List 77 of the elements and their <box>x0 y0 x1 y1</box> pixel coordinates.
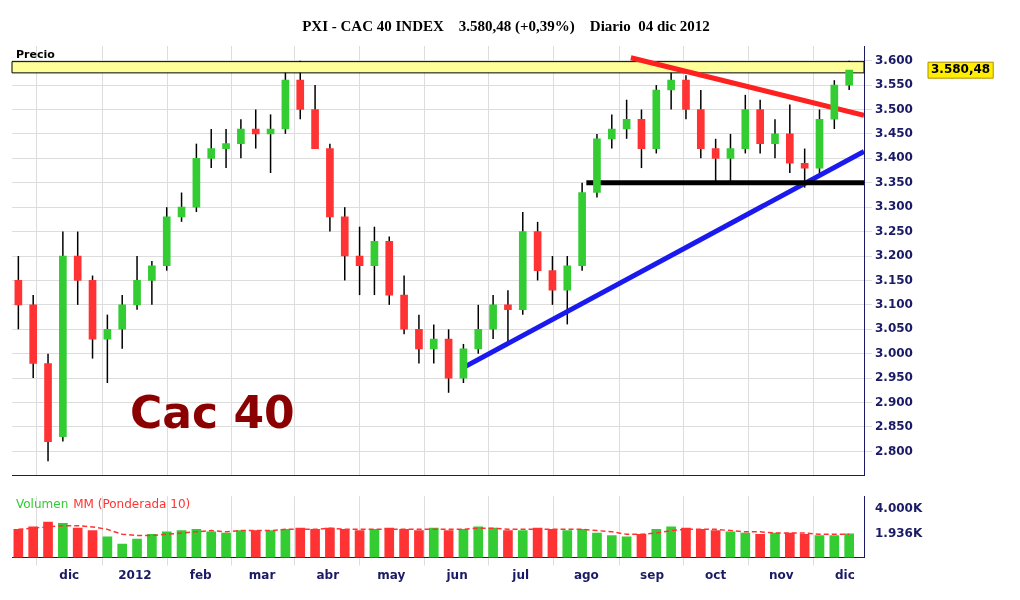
y-tick-label: 3.000 <box>875 345 913 360</box>
bar <box>87 530 98 558</box>
bar <box>221 532 231 558</box>
candlestick <box>548 255 557 306</box>
y-tick-label: 3.550 <box>875 77 913 92</box>
x-tick-label: sep <box>640 567 665 582</box>
x-tick-label: feb <box>189 567 213 582</box>
candlestick <box>251 108 260 150</box>
bar <box>488 527 498 558</box>
y-tick-label: 3.450 <box>875 126 913 141</box>
bar <box>265 530 276 558</box>
y-tick-label: 3.500 <box>875 101 913 116</box>
x-tick-label: nov <box>769 567 794 582</box>
bar <box>829 535 840 558</box>
x-tick-label: 2012 <box>118 567 152 582</box>
x-tick-label: oct <box>705 567 727 582</box>
candlestick <box>429 323 438 365</box>
x-tick-label: ago <box>573 567 599 582</box>
text: 3.580,48 <box>931 62 991 77</box>
bar <box>592 532 602 558</box>
candlestick <box>237 118 245 160</box>
bar <box>428 527 439 558</box>
bar <box>147 533 157 558</box>
x-tick-label: jun <box>445 567 468 582</box>
bar <box>206 531 217 558</box>
y-tick-label: 1.936K <box>875 525 923 540</box>
bar <box>132 538 142 558</box>
x-tick-label: mar <box>248 567 276 582</box>
bar <box>651 529 662 558</box>
candlestick <box>222 128 230 169</box>
candlestick <box>474 304 483 355</box>
x-tick-label: dic <box>835 567 855 582</box>
y-tick-label: 3.100 <box>875 296 913 311</box>
x-tick-label: dic <box>59 567 80 582</box>
x-tick-label: abr <box>316 567 340 582</box>
y-tick-label: 3.150 <box>875 272 913 287</box>
y-tick-label: 2.850 <box>875 419 913 434</box>
y-tick-label: 3.600 <box>875 52 913 67</box>
bar <box>517 530 528 558</box>
bar <box>562 530 573 558</box>
y-tick-label: 3.200 <box>875 248 913 263</box>
bar <box>740 532 751 558</box>
y-tick-label: 3.050 <box>875 321 913 336</box>
candlestick <box>148 260 156 306</box>
bar <box>236 530 246 558</box>
bar <box>844 533 854 558</box>
y-tick-label: 3.400 <box>875 150 913 165</box>
series-label: MM (Ponderada 10) <box>73 497 191 512</box>
candlestick <box>415 313 423 365</box>
bar <box>621 536 632 558</box>
y-axis-title: Precio <box>16 48 56 62</box>
y-tick-label: 3.250 <box>875 223 913 238</box>
bar <box>577 529 587 558</box>
bar <box>666 526 676 558</box>
y-tick-label: 2.950 <box>875 370 913 385</box>
bar <box>814 535 825 558</box>
bar <box>606 535 617 558</box>
bar <box>770 532 780 558</box>
candlestick <box>607 113 616 150</box>
bar <box>725 531 736 558</box>
candlestick <box>207 128 216 169</box>
y-tick-label: 4.000K <box>875 500 923 515</box>
bar <box>473 526 484 558</box>
y-tick-label: 2.900 <box>875 394 913 409</box>
x-tick-label: may <box>377 567 406 582</box>
bar <box>161 531 172 558</box>
bar <box>58 522 68 558</box>
y-tick-label: 2.800 <box>875 443 913 458</box>
x-tick-label: jul <box>511 567 530 582</box>
bar <box>102 536 113 558</box>
annotation: Cac 40 <box>130 386 295 438</box>
candlestick <box>771 118 779 160</box>
y-tick-label: 3.350 <box>875 174 913 189</box>
y-tick-label: 3.300 <box>875 199 913 214</box>
chart-title: PXI - CAC 40 INDEX 3.580,48 (+0,39%) Diario 04 dic 2012 <box>302 17 710 35</box>
series-label: Volumen <box>16 497 69 512</box>
bar <box>117 543 128 558</box>
